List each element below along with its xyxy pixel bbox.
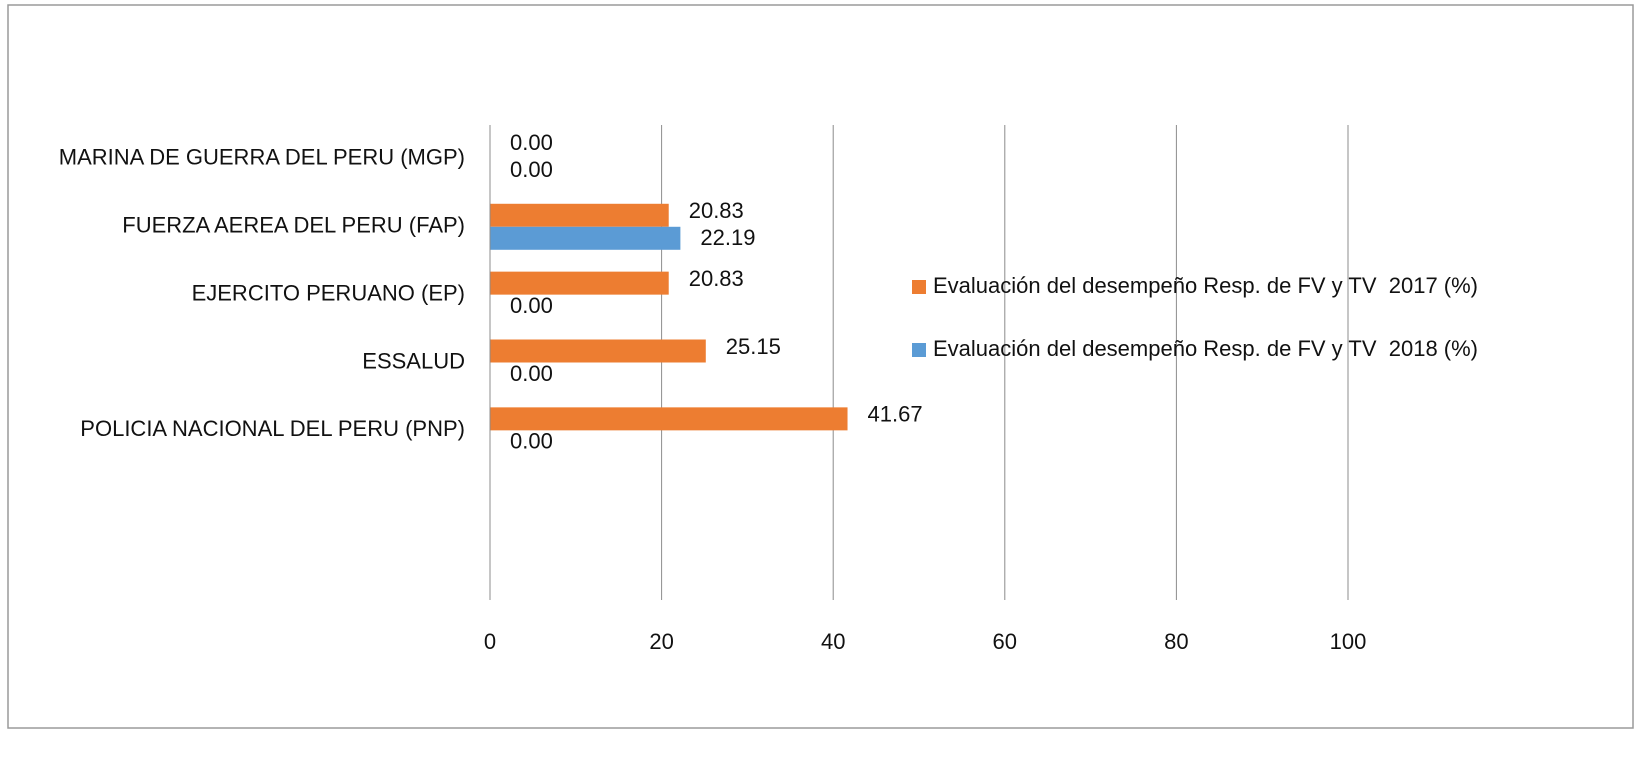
- legend-label: Evaluación del desempeño Resp. de FV y T…: [933, 336, 1478, 361]
- legend-label: Evaluación del desempeño Resp. de FV y T…: [933, 273, 1478, 298]
- x-tick-label: 100: [1330, 629, 1367, 654]
- data-label: 20.83: [689, 266, 744, 291]
- bar: [490, 271, 669, 295]
- bar: [490, 226, 681, 250]
- y-tick-label: POLICIA NACIONAL DEL PERU (PNP): [80, 416, 465, 441]
- legend-marker: [912, 280, 926, 294]
- bar: [490, 339, 706, 363]
- x-tick-label: 60: [993, 629, 1017, 654]
- data-label: 0.00: [510, 361, 553, 386]
- data-label: 0.00: [510, 130, 553, 155]
- x-tick-label: 20: [649, 629, 673, 654]
- data-label: 0.00: [510, 429, 553, 454]
- data-label: 25.15: [726, 334, 781, 359]
- x-tick-label: 80: [1164, 629, 1188, 654]
- bar: [490, 407, 848, 431]
- bar: [490, 203, 669, 227]
- y-tick-label: MARINA DE GUERRA DEL PERU (MGP): [59, 145, 465, 170]
- y-tick-label: ESSALUD: [362, 348, 465, 373]
- data-label: 0.00: [510, 293, 553, 318]
- data-label: 20.83: [689, 198, 744, 223]
- x-tick-label: 0: [484, 629, 496, 654]
- data-label: 22.19: [700, 225, 755, 250]
- chart-border: [7, 4, 1634, 729]
- data-label: 41.67: [868, 402, 923, 427]
- y-tick-label: EJERCITO PERUANO (EP): [192, 280, 465, 305]
- legend-marker: [912, 343, 926, 357]
- data-label: 0.00: [510, 157, 553, 182]
- y-tick-label: FUERZA AEREA DEL PERU (FAP): [122, 213, 465, 238]
- x-tick-label: 40: [821, 629, 845, 654]
